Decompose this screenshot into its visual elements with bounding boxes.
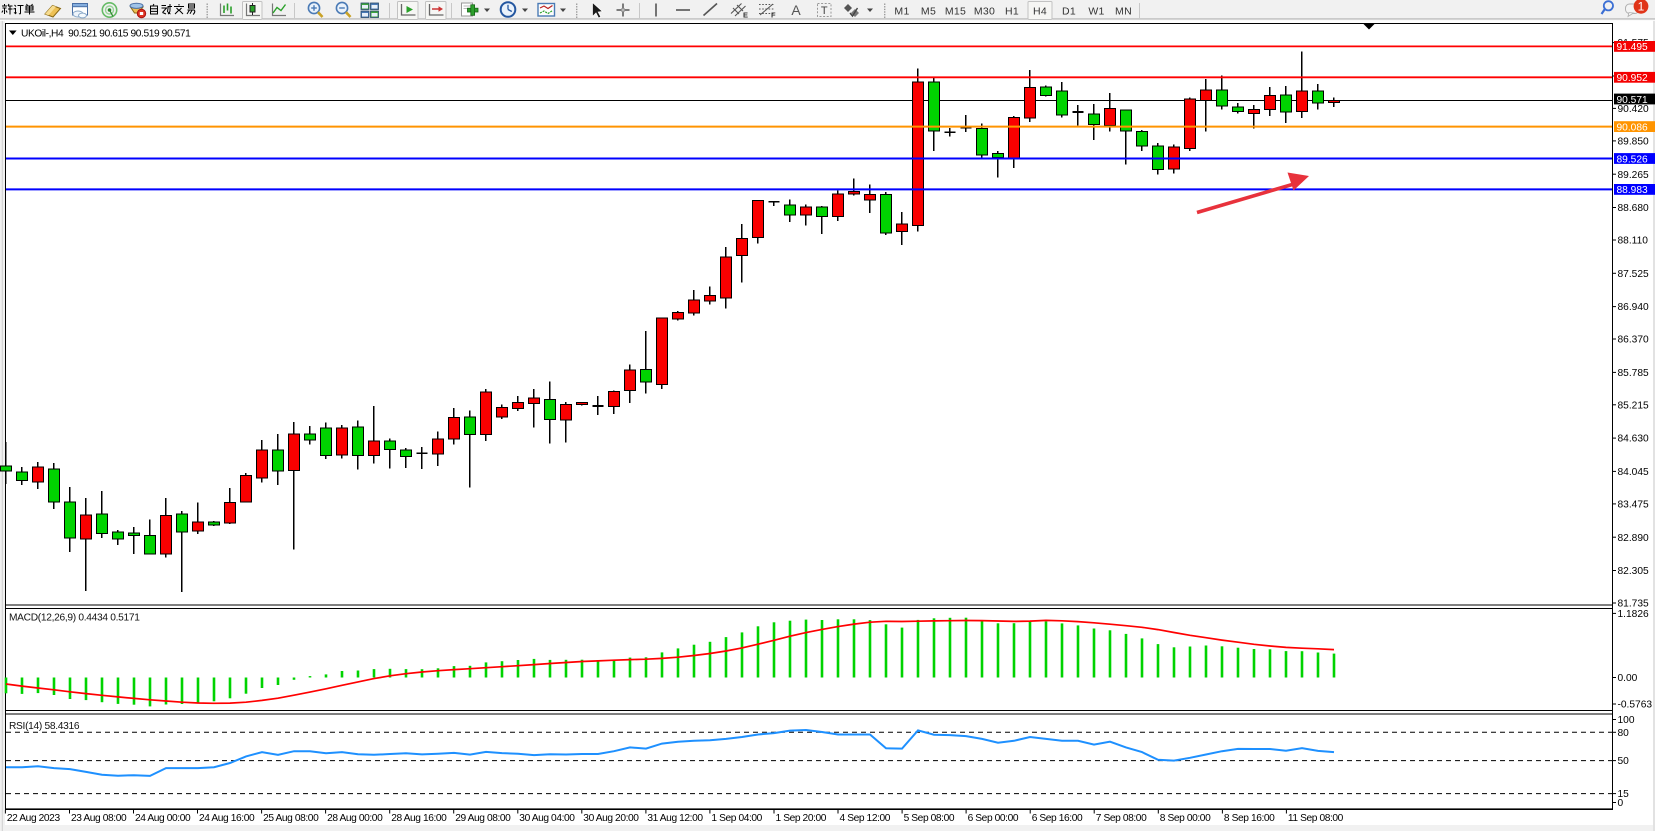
svg-text:8 Sep 16:00: 8 Sep 16:00: [1224, 813, 1275, 824]
svg-text:25 Aug 08:00: 25 Aug 08:00: [263, 813, 319, 824]
svg-text:UKOil-,H4 90.521 90.615 90.51: UKOil-,H4 90.521 90.615 90.519 90.571: [21, 29, 191, 40]
svg-text:91.495: 91.495: [1617, 42, 1648, 53]
svg-text:W1: W1: [1088, 6, 1104, 18]
svg-text:86.370: 86.370: [1618, 335, 1649, 346]
svg-text:29 Aug 08:00: 29 Aug 08:00: [455, 813, 511, 824]
svg-text:4 Sep 12:00: 4 Sep 12:00: [840, 813, 891, 824]
svg-text:8 Sep 00:00: 8 Sep 00:00: [1160, 813, 1211, 824]
svg-text:80: 80: [1618, 728, 1630, 739]
svg-text:T: T: [821, 5, 828, 17]
svg-text:31 Aug 12:00: 31 Aug 12:00: [647, 813, 703, 824]
svg-text:87.525: 87.525: [1618, 269, 1649, 280]
svg-text:M1: M1: [894, 6, 909, 18]
svg-text:0.00: 0.00: [1618, 673, 1638, 684]
svg-text:90.086: 90.086: [1617, 122, 1648, 133]
svg-text:88.680: 88.680: [1618, 203, 1649, 214]
svg-text:24 Aug 00:00: 24 Aug 00:00: [135, 813, 191, 824]
svg-text:28 Aug 16:00: 28 Aug 16:00: [391, 813, 447, 824]
svg-text:D1: D1: [1062, 6, 1076, 18]
svg-text:1: 1: [1638, 0, 1645, 14]
svg-text:88.983: 88.983: [1617, 185, 1648, 196]
svg-text:90.952: 90.952: [1617, 73, 1648, 84]
svg-text:90.420: 90.420: [1618, 104, 1649, 115]
svg-text:F: F: [771, 11, 776, 20]
svg-text:MACD(12,26,9) 0.4434 0.5171: MACD(12,26,9) 0.4434 0.5171: [9, 613, 140, 624]
svg-text:22 Aug 2023: 22 Aug 2023: [7, 813, 61, 824]
svg-text:90.571: 90.571: [1617, 95, 1648, 106]
svg-text:E: E: [743, 11, 748, 20]
svg-text:RSI(14) 58.4316: RSI(14) 58.4316: [9, 721, 80, 732]
svg-text:1.1826: 1.1826: [1618, 609, 1649, 620]
svg-text:M30: M30: [974, 6, 995, 18]
svg-text:86.940: 86.940: [1618, 302, 1649, 313]
svg-text:0: 0: [1618, 798, 1624, 809]
svg-text:1 Sep 20:00: 1 Sep 20:00: [776, 813, 827, 824]
svg-text:89.265: 89.265: [1618, 170, 1649, 181]
svg-text:M5: M5: [921, 6, 936, 18]
svg-text:50: 50: [1618, 756, 1630, 767]
svg-text:1 Sep 04:00: 1 Sep 04:00: [711, 813, 762, 824]
svg-text:84.045: 84.045: [1618, 467, 1649, 478]
svg-text:28 Aug 00:00: 28 Aug 00:00: [327, 813, 383, 824]
svg-text:89.526: 89.526: [1617, 154, 1648, 165]
svg-text:30 Aug 20:00: 30 Aug 20:00: [583, 813, 639, 824]
svg-text:82.890: 82.890: [1618, 533, 1649, 544]
svg-text:85.215: 85.215: [1618, 400, 1649, 411]
svg-text:MN: MN: [1115, 6, 1132, 18]
svg-text:85.785: 85.785: [1618, 368, 1649, 379]
svg-text:15: 15: [1618, 789, 1630, 800]
svg-text:82.305: 82.305: [1618, 566, 1649, 577]
svg-text:6 Sep 00:00: 6 Sep 00:00: [968, 813, 1019, 824]
svg-text:23 Aug 08:00: 23 Aug 08:00: [71, 813, 127, 824]
svg-text:30 Aug 04:00: 30 Aug 04:00: [519, 813, 575, 824]
svg-text:81.735: 81.735: [1618, 599, 1649, 610]
svg-text:11 Sep 08:00: 11 Sep 08:00: [1288, 813, 1344, 824]
svg-text:A: A: [791, 2, 801, 18]
svg-text:H1: H1: [1005, 6, 1019, 18]
svg-text:24 Aug 16:00: 24 Aug 16:00: [199, 813, 255, 824]
svg-text:M15: M15: [945, 6, 966, 18]
svg-text:84.630: 84.630: [1618, 434, 1649, 445]
svg-text:-0.5763: -0.5763: [1618, 700, 1653, 711]
svg-text:83.475: 83.475: [1618, 500, 1649, 511]
svg-text:5 Sep 08:00: 5 Sep 08:00: [904, 813, 955, 824]
svg-text:89.850: 89.850: [1618, 137, 1649, 148]
svg-text:88.110: 88.110: [1618, 236, 1649, 247]
svg-text:7 Sep 08:00: 7 Sep 08:00: [1096, 813, 1147, 824]
svg-text:6 Sep 16:00: 6 Sep 16:00: [1032, 813, 1083, 824]
svg-text:H4: H4: [1033, 6, 1047, 18]
svg-text:100: 100: [1618, 715, 1635, 726]
